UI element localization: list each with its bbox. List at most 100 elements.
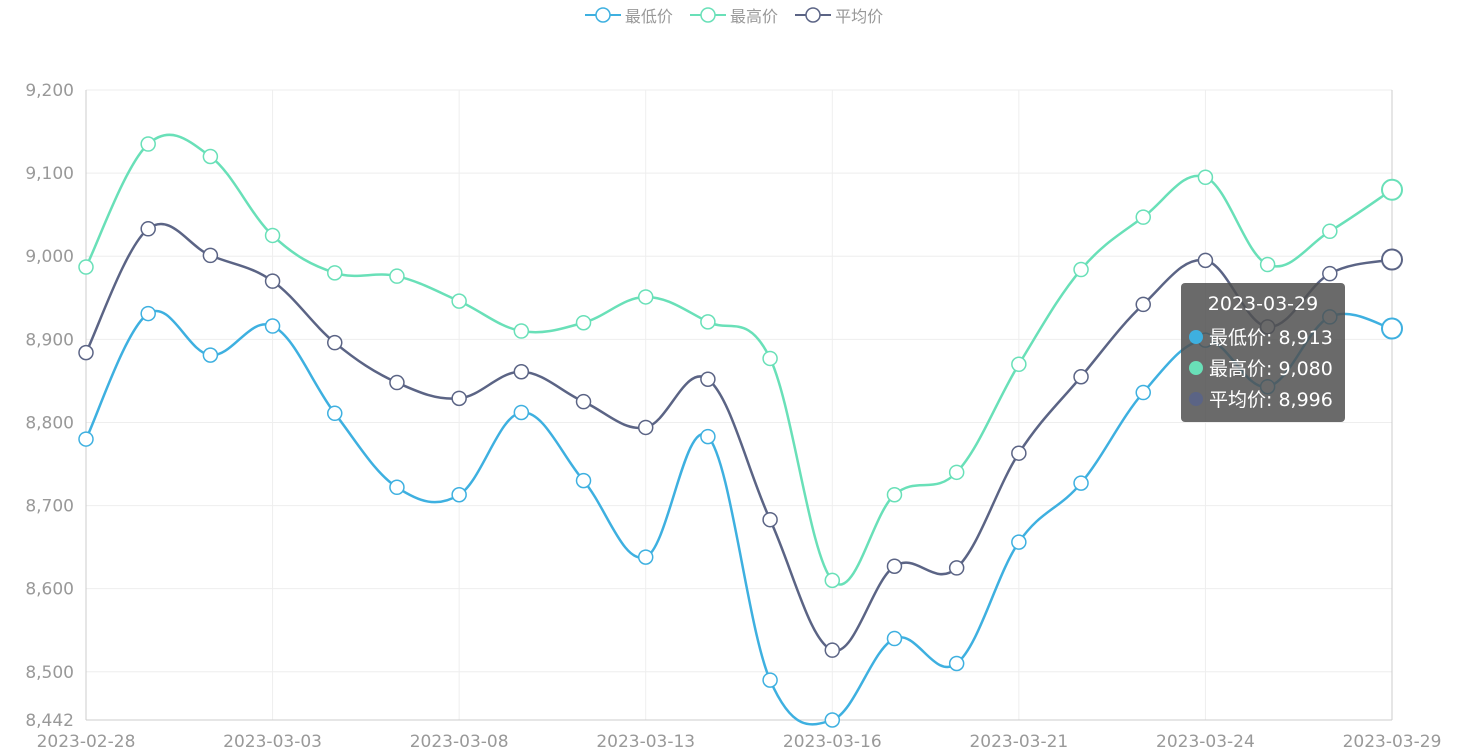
y-tick-label: 9,000	[25, 247, 74, 267]
tooltip-row-high: 最高价: 9,080	[1189, 352, 1337, 383]
tooltip-row-low: 最低价: 8,913	[1189, 321, 1337, 352]
series-point-2	[202, 247, 219, 264]
series-point-1	[1197, 169, 1214, 186]
series-point-1	[1135, 209, 1151, 225]
series-point-0	[1381, 317, 1403, 340]
y-tick-label: 8,800	[25, 413, 74, 433]
series-point-1	[327, 265, 343, 281]
series-line-2	[84, 222, 1393, 652]
tooltip-value-low: 最低价: 8,913	[1209, 327, 1333, 349]
series-point-2	[1073, 368, 1089, 385]
series-point-2	[513, 364, 530, 380]
series-point-0	[637, 549, 654, 565]
series-point-0	[824, 712, 841, 728]
tooltip-row-avg: 平均价: 8,996	[1189, 383, 1337, 414]
series-point-2	[1135, 296, 1151, 313]
series-point-2	[637, 419, 654, 436]
x-tick-label: 2023-03-08	[410, 732, 509, 752]
series-point-1	[948, 464, 965, 481]
series-point-1	[451, 293, 467, 309]
series-point-2	[327, 334, 343, 351]
series-point-0	[264, 318, 281, 334]
series-point-0	[886, 630, 903, 647]
series-point-2	[1197, 252, 1214, 269]
series-dot-icon	[1189, 329, 1203, 344]
series-point-1	[78, 259, 94, 275]
y-tick-label: 8,600	[25, 580, 74, 600]
series-lines	[84, 133, 1393, 726]
series-point-2	[389, 374, 405, 391]
series-point-0	[389, 479, 405, 496]
series-point-1	[1322, 223, 1338, 240]
series-point-1	[1073, 261, 1089, 278]
series-point-1	[1011, 356, 1027, 373]
tooltip-date: 2023-03-29	[1207, 293, 1319, 315]
y-tick-label: 9,100	[25, 164, 74, 184]
legend-line-icon	[584, 7, 621, 23]
series-point-2	[451, 390, 467, 407]
series-point-2	[948, 560, 965, 576]
chart-tooltip: 2023-03-29 最低价: 8,913 最高价: 9,080 平均价: 8,…	[1181, 283, 1345, 422]
x-tick-label: 2023-03-03	[223, 732, 322, 752]
legend-label-low: 最低价	[624, 7, 673, 26]
series-point-2	[762, 511, 778, 528]
y-tick-label: 9,200	[25, 81, 74, 101]
legend-item-high[interactable]: 最高价	[689, 3, 778, 27]
legend-label-high: 最高价	[729, 7, 778, 26]
series-point-1	[762, 350, 778, 367]
series-point-1	[389, 268, 405, 284]
series-point-0	[700, 428, 716, 445]
x-tick-label: 2023-03-21	[969, 732, 1068, 752]
series-point-1	[700, 314, 716, 330]
tooltip-value-avg: 平均价: 8,996	[1209, 389, 1333, 411]
series-point-2	[1322, 265, 1338, 282]
series-point-0	[451, 487, 467, 503]
y-axis-labels: 8,442 8,500 8,600 8,700 8,800 8,900 9,000 9,100…	[25, 81, 74, 731]
series-point-1	[824, 572, 841, 589]
series-point-0	[948, 655, 965, 672]
series-point-2	[140, 221, 156, 237]
x-tick-label: 2023-03-16	[783, 732, 882, 752]
x-tick-label: 2023-03-13	[596, 732, 695, 752]
series-point-0	[327, 405, 343, 422]
series-point-1	[637, 289, 654, 305]
series-point-2	[264, 273, 281, 289]
series-point-1	[1259, 256, 1276, 273]
y-tick-label: 8,500	[25, 663, 74, 683]
tooltip-value-high: 最高价: 9,080	[1209, 358, 1333, 380]
series-point-0	[202, 347, 219, 363]
series-point-0	[1135, 384, 1151, 401]
series-point-2	[886, 558, 903, 574]
series-point-1	[202, 148, 219, 165]
x-axis-labels: 2023-02-28 2023-03-03 2023-03-08 2023-03-13…	[37, 732, 1442, 752]
legend-line-icon	[795, 7, 832, 23]
y-tick-label: 8,900	[25, 330, 74, 350]
series-point-2	[1381, 248, 1403, 271]
series-point-0	[513, 404, 530, 421]
series-points	[78, 136, 1403, 728]
series-point-2	[575, 393, 592, 410]
series-point-0	[140, 305, 156, 322]
series-point-2	[1011, 445, 1027, 461]
legend-item-low[interactable]: 最低价	[584, 3, 673, 27]
y-tick-label: 8,700	[25, 497, 74, 517]
series-point-1	[513, 323, 530, 339]
series-point-1	[264, 227, 281, 244]
series-point-2	[78, 344, 94, 361]
series-point-0	[1011, 534, 1027, 550]
series-dot-icon	[1189, 360, 1203, 375]
series-point-1	[886, 487, 903, 503]
series-point-0	[78, 431, 94, 447]
series-point-1	[140, 136, 156, 152]
series-point-2	[700, 371, 716, 387]
series-point-0	[762, 672, 778, 688]
series-point-1	[575, 314, 592, 331]
series-point-2	[824, 642, 841, 658]
y-tick-label: 8,442	[25, 711, 74, 731]
series-line-0	[84, 309, 1393, 726]
series-point-0	[575, 472, 592, 489]
legend-item-avg[interactable]: 平均价	[795, 3, 883, 27]
chart-legend: 最低价 最高价 平均价	[0, 3, 1468, 28]
series-point-0	[1073, 475, 1089, 491]
